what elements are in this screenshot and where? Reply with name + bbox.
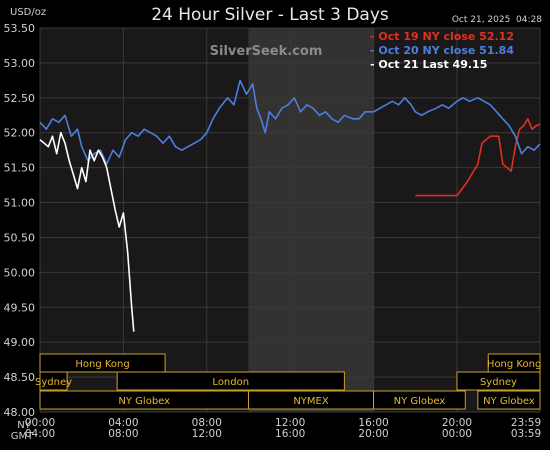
ny-row-label: NY <box>17 420 31 431</box>
session-bar: NY Globex <box>39 390 249 410</box>
session-label: Sydney <box>35 377 72 388</box>
y-axis: 48.00 48.50 49.00 49.50 50.00 50.50 51.00 51.50… <box>4 22 36 419</box>
session-label: Hong Kong <box>487 359 541 370</box>
session-label: Hong Kong <box>75 359 129 370</box>
y-tick-label: 50.50 <box>4 231 36 244</box>
session-bar: Sydney <box>456 371 541 391</box>
session-bar-box <box>477 390 541 410</box>
series-line-3 <box>39 131 135 332</box>
legend-item-oct19: - Oct 19 NY close 52.12 <box>370 30 514 43</box>
ny-time-tick: 08:00 <box>192 417 222 429</box>
session-bar: Hong Kong <box>487 353 541 373</box>
session-bar-box <box>456 371 541 391</box>
ny-time-tick: 20:00 <box>442 417 472 429</box>
y-tick-label: 49.00 <box>4 336 36 349</box>
y-tick-label: 48.00 <box>4 406 36 419</box>
y-tick-label: 49.50 <box>4 301 36 314</box>
grid-lines <box>39 27 541 413</box>
session-bar: NYMEX <box>247 390 375 410</box>
x-axis: 00:00 04:00 08:00 12:00 16:00 20:00 23:5904:00… <box>25 417 541 440</box>
series-line-1 <box>415 118 541 197</box>
session-label: NY Globex <box>483 396 535 407</box>
session-bar: NY Globex <box>477 390 541 410</box>
ny-time-tick: 12:00 <box>275 417 305 429</box>
y-tick-label: 51.00 <box>4 197 36 210</box>
ny-time-tick: 16:00 <box>358 417 388 429</box>
gmt-time-tick: 00:00 <box>442 428 472 440</box>
ny-time-tick: 04:00 <box>108 417 138 429</box>
gmt-time-tick: 16:00 <box>275 428 305 440</box>
chart-title: 24 Hour Silver - Last 3 Days <box>151 5 389 25</box>
session-label: NY Globex <box>394 396 446 407</box>
gmt-time-tick: 12:00 <box>192 428 222 440</box>
session-label: NYMEX <box>293 396 329 407</box>
session-bar: Hong Kong <box>39 353 166 373</box>
gmt-time-tick: 04:00 <box>25 428 55 440</box>
session-label: London <box>212 377 249 388</box>
session-bar: Sydney <box>35 371 72 391</box>
session-bar-box <box>39 353 166 373</box>
gmt-time-tick: 08:00 <box>108 428 138 440</box>
session-bar: London <box>116 371 345 391</box>
series-layer <box>39 79 541 332</box>
unit-label: USD/oz <box>10 7 46 18</box>
y-tick-label: 48.50 <box>4 371 36 384</box>
legend-item-oct20: - Oct 20 NY close 51.84 <box>370 44 514 57</box>
session-label: NY Globex <box>118 396 170 407</box>
gmt-time-tick: 03:59 <box>511 428 541 440</box>
y-tick-label: 52.00 <box>4 127 36 140</box>
timestamp: Oct 21, 2025 04:28 <box>452 15 542 25</box>
ny-time-tick: 00:00 <box>25 417 55 429</box>
session-bar: NY Globex <box>373 390 466 410</box>
y-tick-label: 50.00 <box>4 266 36 279</box>
legend-item-oct21: - Oct 21 Last 49.15 <box>370 58 487 71</box>
session-bar-box <box>39 371 68 391</box>
y-tick-label: 53.00 <box>4 57 36 70</box>
nymex-session-highlight <box>248 28 374 412</box>
gmt-time-tick: 20:00 <box>358 428 388 440</box>
legend: - Oct 19 NY close 52.12 - Oct 20 NY clos… <box>370 30 514 71</box>
session-bar-box <box>373 390 466 410</box>
y-tick-label: 51.50 <box>4 162 36 175</box>
session-label: Sydney <box>480 377 517 388</box>
session-bar-box <box>116 371 345 391</box>
ny-time-tick: 23:59 <box>511 417 541 429</box>
y-tick-label: 53.50 <box>4 22 36 35</box>
series-line-2 <box>39 79 541 165</box>
gmt-row-label: GMT <box>11 431 34 442</box>
watermark-text: SilverSeek.com <box>210 44 323 59</box>
y-tick-label: 52.50 <box>4 92 36 105</box>
